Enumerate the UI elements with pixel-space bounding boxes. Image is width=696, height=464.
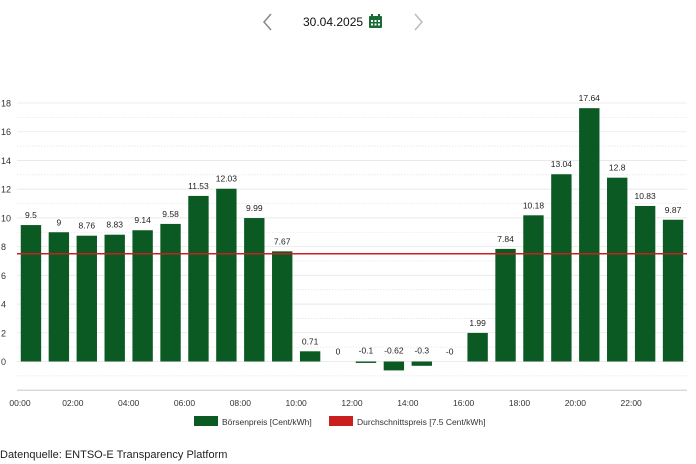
value-label: 13.04 [551, 159, 573, 169]
bar-07:00[interactable] [216, 188, 237, 362]
y-tick-label: 6 [1, 271, 6, 281]
legend-swatch-durchschnitt[interactable] [329, 416, 353, 426]
x-tick-label: 22:00 [621, 398, 643, 408]
bar-00:00[interactable] [20, 225, 42, 362]
bar-06:00[interactable] [188, 195, 209, 362]
x-tick-label: 12:00 [341, 398, 363, 408]
value-label: 10.18 [523, 200, 545, 210]
bar-20:00[interactable] [579, 108, 600, 362]
bar-14:00[interactable] [411, 361, 432, 366]
y-tick-label: 0 [1, 357, 6, 367]
selected-date: 30.04.2025 [303, 15, 364, 29]
x-tick-label: 18:00 [509, 398, 531, 408]
chevron-left-icon [263, 13, 272, 31]
value-label: 7.67 [274, 236, 291, 246]
x-tick-label: 00:00 [9, 398, 31, 408]
bar-13:00[interactable] [383, 361, 405, 371]
y-tick-label: 8 [1, 242, 6, 252]
bar-16:00[interactable] [467, 332, 488, 362]
bar-17:00[interactable] [495, 248, 516, 362]
value-label: 1.99 [469, 318, 486, 328]
bar-08:00[interactable] [244, 218, 265, 362]
value-label: 7.84 [497, 234, 514, 244]
value-label: -0.3 [414, 346, 429, 356]
y-tick-label: 10 [1, 213, 11, 223]
bar-12:00[interactable] [355, 361, 377, 363]
y-tick-label: 16 [1, 127, 11, 137]
legend-swatch-boersenpreis[interactable] [194, 416, 218, 426]
bar-01:00[interactable] [48, 232, 70, 362]
bar-22:00[interactable] [634, 205, 656, 362]
x-tick-label: 08:00 [230, 398, 252, 408]
bar-03:00[interactable] [104, 234, 125, 362]
value-label: 10.83 [634, 191, 656, 201]
y-tick-label: 2 [1, 328, 6, 338]
data-source: Datenquelle: ENTSO-E Transparency Platfo… [0, 449, 228, 461]
bar-23:00[interactable] [662, 219, 684, 362]
next-day-button[interactable] [412, 13, 424, 36]
value-label: 9.14 [134, 215, 151, 225]
x-tick-label: 14:00 [397, 398, 419, 408]
previous-day-button[interactable] [262, 13, 274, 36]
legend-label-boersenpreis[interactable]: Börsenpreis [Cent/kWh] [222, 417, 312, 427]
x-tick-label: 10:00 [286, 398, 308, 408]
value-label: 9.87 [665, 205, 682, 215]
value-label: 11.53 [188, 181, 209, 191]
value-label: -0 [446, 347, 454, 357]
chevron-right-icon [414, 13, 423, 31]
bar-10:00[interactable] [299, 351, 321, 362]
value-label: 9.5 [25, 210, 37, 220]
value-label: 12.03 [216, 174, 238, 184]
x-tick-label: 20:00 [565, 398, 587, 408]
bar-19:00[interactable] [551, 174, 572, 362]
x-tick-label: 04:00 [118, 398, 140, 408]
value-label: 9.58 [162, 209, 179, 219]
value-label: 9 [57, 217, 62, 227]
value-label: -0.1 [359, 346, 374, 356]
y-tick-label: 18 [1, 99, 11, 109]
calendar-icon [369, 14, 382, 28]
x-tick-label: 02:00 [62, 398, 84, 408]
y-tick-label: 14 [1, 156, 11, 166]
bar-21:00[interactable] [607, 177, 628, 362]
bar-18:00[interactable] [523, 215, 544, 362]
value-label: 8.76 [79, 221, 96, 231]
x-tick-label: 16:00 [453, 398, 475, 408]
x-tick-label: 06:00 [174, 398, 196, 408]
calendar-button[interactable] [368, 14, 383, 34]
value-label: 9.99 [246, 203, 263, 213]
bar-05:00[interactable] [160, 223, 181, 362]
value-label: 8.83 [106, 220, 123, 230]
value-label: -0.62 [384, 346, 404, 356]
value-label: 12.8 [609, 163, 626, 173]
bar-02:00[interactable] [76, 235, 97, 362]
legend-label-durchschnitt[interactable]: Durchschnittspreis [7.5 Cent/kWh] [357, 417, 486, 427]
y-tick-label: 12 [1, 185, 11, 195]
y-tick-label: 4 [1, 300, 6, 310]
value-label: 17.64 [579, 93, 601, 103]
bar-09:00[interactable] [272, 251, 293, 362]
value-label: 0.71 [302, 336, 319, 346]
date-navigation: 30.04.2025 [0, 10, 696, 36]
price-chart: 0 2 4 6 8 10 12 14 16 18 9.5 9 8.76 8.83 9.14 9.58 11.5… [1, 93, 687, 427]
bar-04:00[interactable] [132, 230, 153, 362]
value-label: 0 [336, 347, 341, 357]
